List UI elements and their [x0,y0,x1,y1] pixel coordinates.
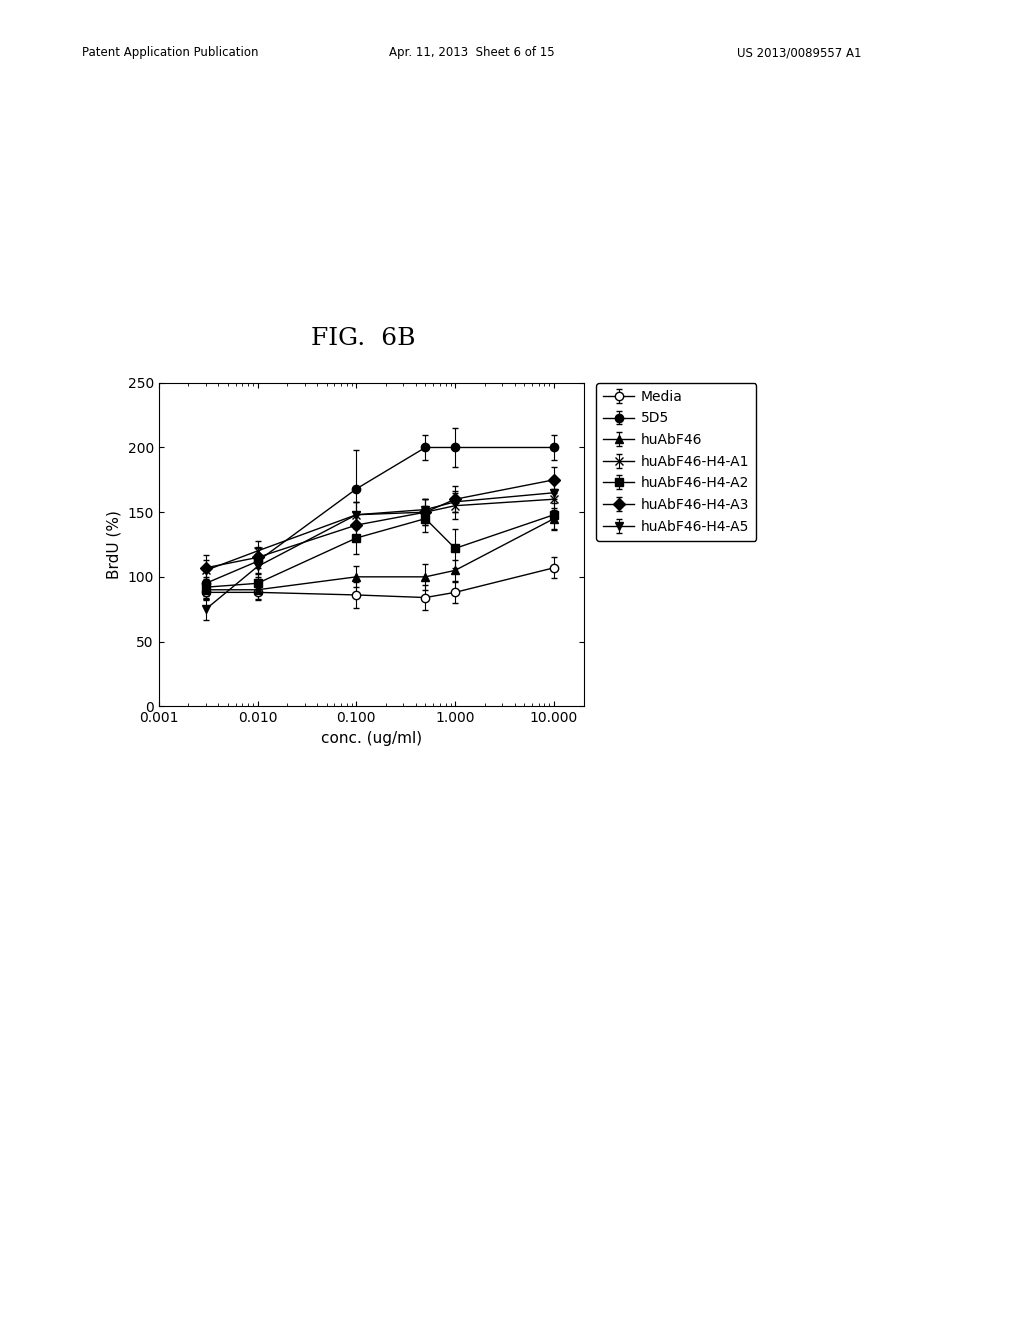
Text: Patent Application Publication: Patent Application Publication [82,46,258,59]
Legend: Media, 5D5, huAbF46, huAbF46-H4-A1, huAbF46-H4-A2, huAbF46-H4-A3, huAbF46-H4-A5: Media, 5D5, huAbF46, huAbF46-H4-A1, huAb… [596,383,757,540]
Text: Apr. 11, 2013  Sheet 6 of 15: Apr. 11, 2013 Sheet 6 of 15 [389,46,555,59]
X-axis label: conc. (ug/ml): conc. (ug/ml) [321,730,422,746]
Text: FIG.  6B: FIG. 6B [311,327,416,350]
Y-axis label: BrdU (%): BrdU (%) [106,510,122,579]
Text: US 2013/0089557 A1: US 2013/0089557 A1 [737,46,862,59]
